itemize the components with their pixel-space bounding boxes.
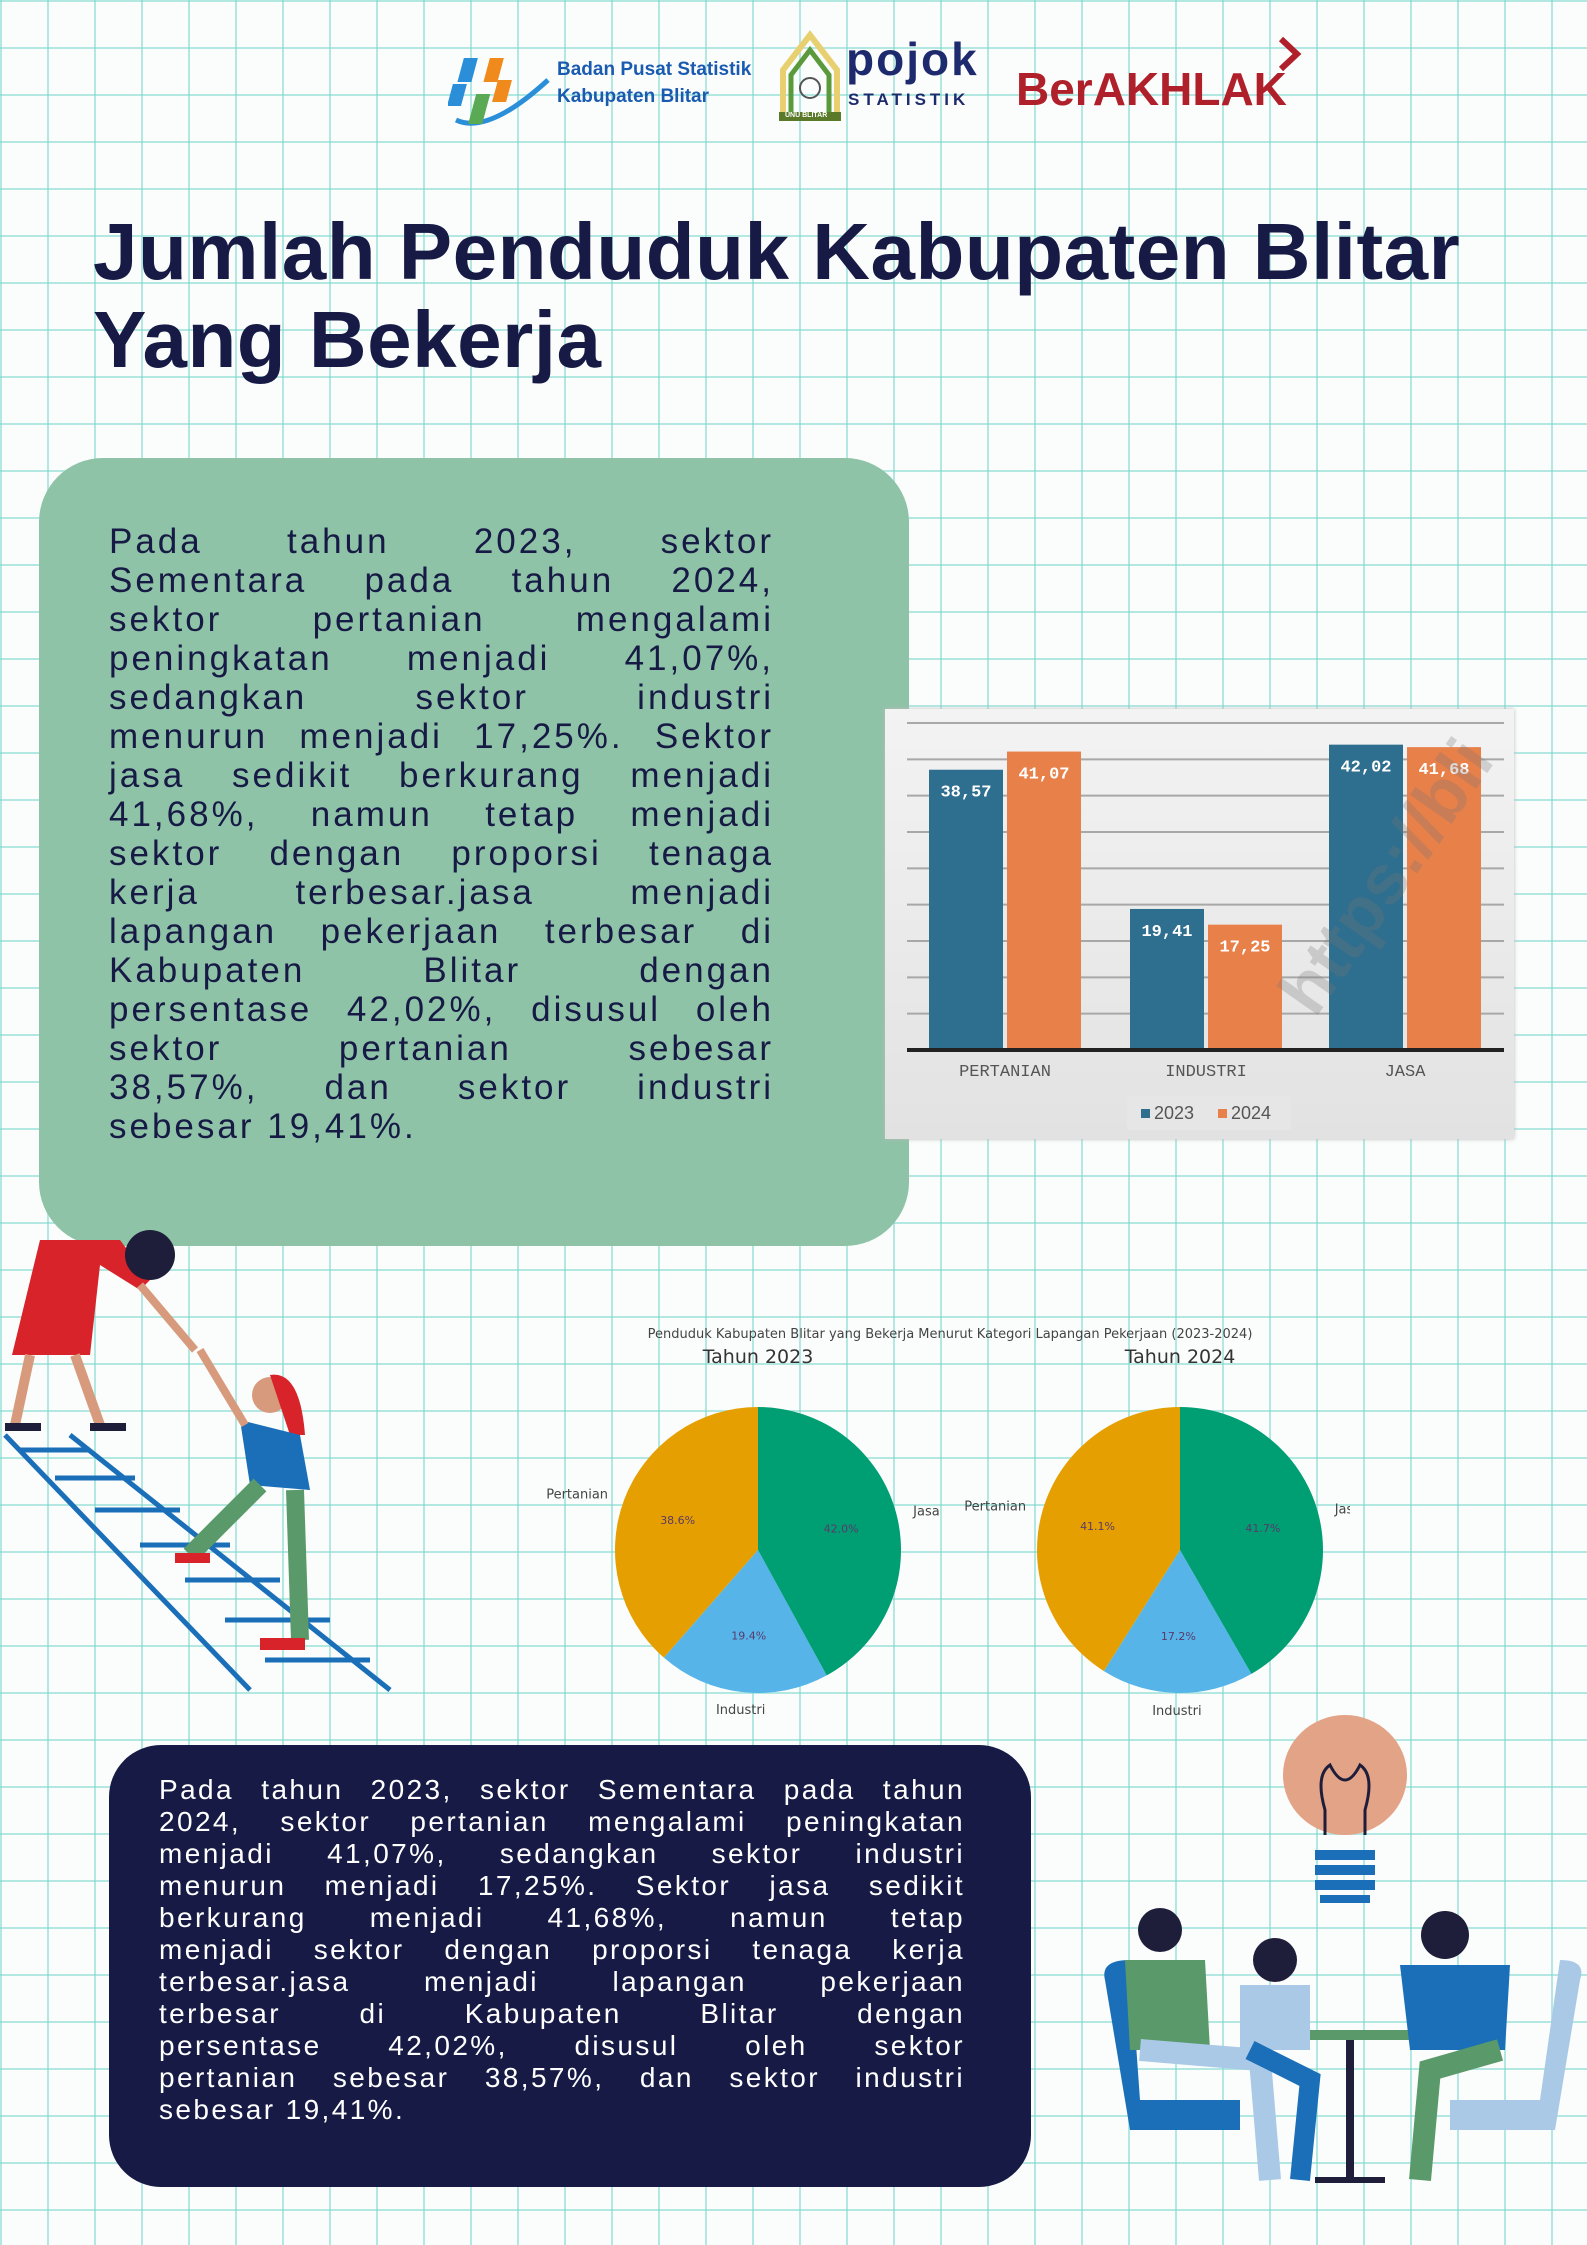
pie-subtitle: Tahun 2023 — [702, 1346, 814, 1368]
paragraph-line: sebesar 19,41%. — [159, 2094, 406, 2125]
ladder-icon — [3, 1433, 392, 1692]
paragraph-line: 41,68%, namun tetap menjadi — [109, 795, 774, 834]
paragraph-line: menurun menjadi 17,25%. Sektor jasa sedi… — [159, 1870, 965, 1901]
bar-value-label: 41,68 — [1418, 761, 1469, 780]
paragraph-line: Pada tahun 2023, sektor Sementara pada t… — [159, 1774, 965, 1805]
unu-logo-icon — [779, 30, 841, 121]
dark-info-text: Pada tahun 2023, sektor Sementara pada t… — [159, 1774, 965, 2126]
pie-slice-pertanian — [1037, 1407, 1180, 1672]
pojok-sub: STATISTIK — [848, 90, 970, 109]
pie-slice-jasa — [758, 1407, 901, 1676]
pie-pct-label: 38.6% — [660, 1514, 695, 1527]
bar-value-label: 19,41 — [1141, 923, 1192, 942]
bps-logo-icon — [446, 58, 550, 126]
pie-category-label: Pertanian — [964, 1500, 1026, 1515]
paragraph-line: 38,57%, dan sektor industri — [109, 1068, 774, 1107]
pie-main-title: Penduduk Kabupaten Blitar yang Bekerja M… — [648, 1327, 1253, 1342]
pojok-word: pojok — [846, 33, 979, 85]
paragraph-line: peningkatan menjadi 41,07%, — [109, 639, 774, 678]
paragraph-line: persentase 42,02%, disusul oleh — [109, 990, 774, 1029]
bar-2024-industri — [1208, 924, 1282, 1050]
pie-slice-pertanian — [615, 1407, 758, 1658]
paragraph-line: Sementara pada tahun 2024, — [109, 561, 774, 600]
bar-value-label: 42,02 — [1340, 759, 1391, 778]
bps-line1: Badan Pusat Statistik — [557, 59, 752, 80]
pie-pct-label: 42.0% — [824, 1523, 859, 1536]
paragraph-line: persentase 42,02%, disusul oleh sektor — [159, 2030, 965, 2061]
category-label: INDUSTRI — [1165, 1063, 1247, 1082]
legend — [1127, 1096, 1291, 1130]
bar-2024-pertanian — [1007, 751, 1081, 1050]
paragraph-line: sebesar 19,41%. — [109, 1107, 417, 1146]
pie-subtitle: Tahun 2024 — [1124, 1346, 1236, 1368]
bar-2023-pertanian — [929, 769, 1003, 1050]
dark-info-box — [109, 1745, 1031, 2187]
paragraph-line: menjadi sektor dengan proporsi tenaga ke… — [159, 1934, 965, 1965]
legend-label: 2024 — [1231, 1103, 1271, 1123]
page-title: Jumlah Penduduk Kabupaten Blitar Yang Be… — [93, 207, 1461, 384]
paragraph-line: Pada tahun 2023, sektor — [109, 522, 774, 561]
pie-pct-label: 19.4% — [731, 1629, 766, 1642]
legend-swatch — [1141, 1109, 1150, 1118]
pie-category-label: Jasa — [1334, 1503, 1350, 1518]
paragraph-line: lapangan pekerjaan terbesar di — [109, 912, 774, 951]
bps-name: Badan Pusat Statistik Kabupaten Blitar — [557, 56, 751, 110]
bar-value-label: 17,25 — [1219, 939, 1270, 958]
pie-slice-industri — [663, 1550, 827, 1693]
pie-pct-label: 41.7% — [1245, 1522, 1280, 1535]
category-label: PERTANIAN — [959, 1063, 1051, 1082]
paragraph-line: Kabupaten Blitar dengan — [109, 951, 774, 990]
chevron-right-icon — [1278, 36, 1302, 72]
legend-label: 2023 — [1154, 1103, 1194, 1123]
pie-slice-jasa — [1180, 1407, 1323, 1674]
bar-chart-svg: 38,57 41,07 PERTANIAN 19,41 17,25 INDUSTRI 42,… — [907, 722, 1508, 1130]
ladder-helping-illustration — [3, 1230, 392, 1692]
pie-category-label: Industri — [1152, 1704, 1201, 1719]
pie-pct-label: 17.2% — [1161, 1630, 1196, 1643]
bar-2023-industri — [1130, 908, 1204, 1050]
pie-pct-label: 41.1% — [1080, 1520, 1115, 1533]
unu-logo: UNU BLITAR — [775, 30, 845, 125]
woman-climbing-icon — [175, 1347, 310, 1650]
paragraph-line: jasa sedikit berkurang menjadi — [109, 756, 774, 795]
table-icon — [1240, 2030, 1460, 2040]
green-info-text: Pada tahun 2023, sektor Sementara pada ta… — [109, 522, 774, 1146]
unu-label: UNU BLITAR — [785, 112, 828, 119]
paragraph-line: kerja terbesar.jasa menjadi — [109, 873, 774, 912]
berakhlak-logo: BerAKHLAK — [1016, 63, 1287, 115]
pie-slice-industri — [1103, 1550, 1252, 1693]
pie-category-label: Jasa — [912, 1504, 940, 1519]
legend-swatch — [1218, 1109, 1227, 1118]
paragraph-line: sektor pertanian sebesar — [109, 1029, 774, 1068]
paragraph-line: sektor dengan proporsi tenaga — [109, 834, 774, 873]
lightbulb-icon — [1283, 1715, 1407, 1903]
bar-2024-jasa — [1407, 747, 1481, 1050]
paragraph-line: terbesar.jasa menjadi lapangan pekerjaan — [159, 1966, 965, 1997]
chair-right-icon — [1450, 1960, 1582, 2130]
category-label: JASA — [1385, 1063, 1427, 1082]
bar-chart: 38,57 41,07 PERTANIAN 19,41 17,25 INDUSTRI 42,… — [885, 709, 1514, 1139]
bps-line2: Kabupaten Blitar — [557, 86, 710, 107]
bar-2023-jasa — [1329, 744, 1403, 1050]
paragraph-line: pertanian sebesar 38,57%, dan sektor ind… — [159, 2062, 965, 2093]
pie-category-label: Industri — [716, 1703, 765, 1718]
paragraph-line: menjadi 41,07%, sedangkan sektor industr… — [159, 1838, 965, 1869]
chair-left-icon — [1104, 1960, 1240, 2130]
paragraph-line: berkurang menjadi 41,68%, namun tetap — [159, 1902, 965, 1933]
paragraph-line: menurun menjadi 17,25%. Sektor — [109, 717, 774, 756]
woman-standing-icon — [5, 1230, 199, 1431]
pie-category-label: Pertanian — [546, 1488, 608, 1503]
pie-charts: Penduduk Kabupaten Blitar yang Bekerja M… — [546, 1327, 1350, 1719]
paragraph-line: sedangkan sektor industri — [109, 678, 774, 717]
bar-value-label: 38,57 — [940, 784, 991, 803]
people-meeting-illustration — [1104, 1908, 1582, 2183]
paragraph-line: 2024, sektor pertanian mengalami peningk… — [159, 1806, 965, 1837]
bar-value-label: 41,07 — [1018, 766, 1069, 785]
paragraph-line: sektor pertanian mengalami — [109, 600, 774, 639]
paragraph-line: terbesar di Kabupaten Blitar dengan — [159, 1998, 965, 2029]
bps-logo — [446, 50, 553, 135]
green-info-box — [39, 458, 909, 1246]
